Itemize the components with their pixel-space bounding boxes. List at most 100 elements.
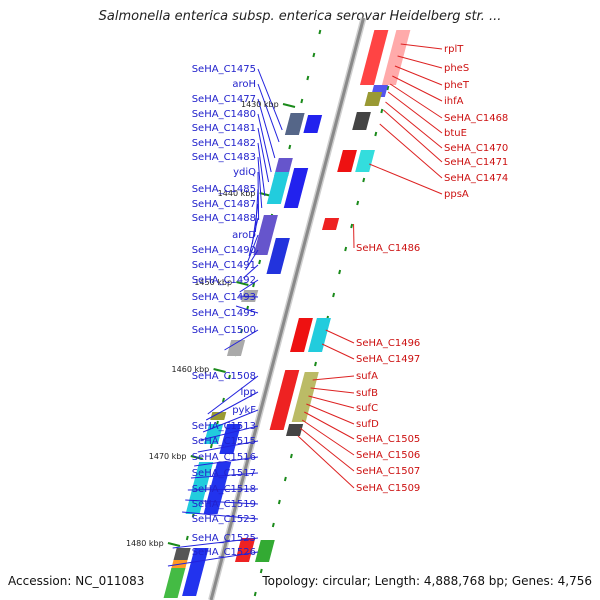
gene-label-left: SeHA_C1488 bbox=[192, 213, 256, 224]
tick-mark bbox=[253, 591, 257, 597]
connector-left bbox=[245, 249, 259, 271]
connector-right bbox=[369, 163, 443, 195]
gene-label-left: SeHA_C1515 bbox=[192, 436, 256, 447]
gene-label-left: SeHA_C1500 bbox=[192, 325, 256, 336]
map-title: Salmonella enterica subsp. enterica sero… bbox=[98, 9, 502, 24]
gene-label-left: SeHA_C1491 bbox=[192, 260, 256, 271]
kbp-tick bbox=[190, 455, 204, 460]
tick-mark bbox=[338, 269, 342, 275]
gene-block-right bbox=[352, 112, 371, 130]
gene-label-left: aroH bbox=[232, 79, 256, 90]
connector-right bbox=[379, 123, 443, 179]
connector-left bbox=[190, 472, 259, 479]
gene-block-right bbox=[290, 318, 313, 352]
gene-block-right bbox=[234, 538, 256, 562]
gene-label-left: SeHA_C1495 bbox=[192, 308, 256, 319]
connector-layer bbox=[167, 43, 443, 567]
gene-label-right: SeHA_C1470 bbox=[444, 143, 508, 154]
tick-mark bbox=[288, 144, 292, 150]
gene-label-right: SeHA_C1497 bbox=[356, 354, 420, 365]
tick-mark bbox=[312, 52, 316, 58]
connector-left bbox=[202, 409, 259, 433]
connector-right bbox=[304, 411, 355, 440]
label-layer: 1430 kbp 1440 kbp 1450 kbp 1460 kbp 1470 kbp… bbox=[126, 44, 508, 558]
tick-mark bbox=[221, 397, 225, 403]
gene-block-left bbox=[185, 462, 214, 514]
gene-label-right: SeHA_C1507 bbox=[356, 466, 420, 477]
gene-label-right: pheT bbox=[444, 80, 470, 91]
connector-left bbox=[194, 456, 259, 467]
gene-label-left: lpp bbox=[241, 387, 256, 398]
gene-label-right: SeHA_C1505 bbox=[356, 434, 420, 445]
gene-label-left: SeHA_C1485 bbox=[192, 184, 256, 195]
gene-label-right: sufB bbox=[356, 388, 378, 399]
kbp-label: 1480 kbp bbox=[126, 539, 164, 548]
connector-right bbox=[297, 435, 355, 489]
connector-right bbox=[299, 427, 355, 472]
gene-label-right: SeHA_C1506 bbox=[356, 450, 420, 461]
connector-right bbox=[321, 343, 355, 360]
gene-label-right: SeHA_C1509 bbox=[356, 483, 420, 494]
connector-left bbox=[182, 511, 259, 520]
gene-label-left: SeHA_C1526 bbox=[192, 547, 256, 558]
connector-left bbox=[185, 499, 259, 505]
gene-block-right bbox=[291, 372, 319, 422]
gene-block-left bbox=[266, 172, 290, 204]
connector-left bbox=[205, 391, 259, 421]
tick-mark bbox=[362, 177, 366, 183]
gene-label-left: SeHA_C1492 bbox=[192, 275, 256, 286]
tick-mark bbox=[350, 223, 354, 229]
gene-block-left bbox=[253, 215, 278, 255]
gene-block-right bbox=[337, 150, 357, 172]
connector-left bbox=[187, 488, 259, 491]
tick-mark bbox=[314, 361, 317, 367]
connector-left bbox=[239, 279, 259, 293]
connector-left bbox=[257, 68, 283, 131]
accession-text: Accession: NC_011083 bbox=[8, 574, 145, 588]
gene-block-left bbox=[163, 568, 186, 598]
connector-right bbox=[387, 91, 443, 134]
connector-right bbox=[394, 65, 443, 86]
topology-summary: Topology: circular; Length: 4,888,768 bp… bbox=[262, 574, 592, 588]
connector-left bbox=[257, 171, 260, 221]
gene-block-right bbox=[381, 30, 411, 85]
gene-label-right: sufC bbox=[356, 403, 378, 414]
connector-right bbox=[301, 419, 355, 456]
kbp-label: 1440 kbp bbox=[218, 189, 256, 198]
connector-left bbox=[257, 83, 280, 143]
connector-right bbox=[383, 109, 443, 163]
tick-mark bbox=[209, 443, 213, 449]
gene-block-left bbox=[173, 548, 191, 560]
connector-left bbox=[257, 156, 263, 209]
kbp-label: 1430 kbp bbox=[241, 100, 279, 109]
connector-right bbox=[325, 329, 355, 344]
connector-right bbox=[310, 387, 355, 394]
tick-mark bbox=[306, 75, 310, 81]
connector-right bbox=[312, 375, 355, 381]
connector-left bbox=[224, 329, 259, 351]
connector-left bbox=[247, 234, 259, 263]
gene-label-left: SeHA_C1480 bbox=[192, 109, 256, 120]
gene-block-right bbox=[364, 92, 383, 106]
gene-block-left bbox=[170, 560, 188, 570]
gene-label-left: SeHA_C1516 bbox=[192, 452, 256, 463]
connector-left bbox=[200, 425, 259, 441]
gene-label-left: SeHA_C1475 bbox=[192, 64, 256, 75]
gene-block-left bbox=[266, 238, 290, 274]
connector-left bbox=[257, 142, 266, 197]
gene-label-left: SeHA_C1477 bbox=[192, 94, 256, 105]
gene-label-right: SeHA_C1468 bbox=[444, 113, 508, 124]
tick-mark bbox=[277, 499, 281, 505]
gene-label-right: ihfA bbox=[444, 96, 464, 107]
gene-block-left bbox=[274, 158, 293, 176]
gene-label-left: SeHA_C1517 bbox=[192, 468, 256, 479]
gene-block-left bbox=[284, 113, 305, 135]
gene-label-left: SeHA_C1513 bbox=[192, 421, 256, 432]
gene-block-left bbox=[303, 115, 323, 133]
connector-left bbox=[238, 295, 259, 298]
connector-right bbox=[397, 55, 443, 69]
connector-left bbox=[243, 264, 259, 279]
tick-mark bbox=[386, 85, 390, 91]
gene-block-right bbox=[308, 318, 331, 352]
gene-label-right: SeHA_C1486 bbox=[356, 243, 420, 254]
